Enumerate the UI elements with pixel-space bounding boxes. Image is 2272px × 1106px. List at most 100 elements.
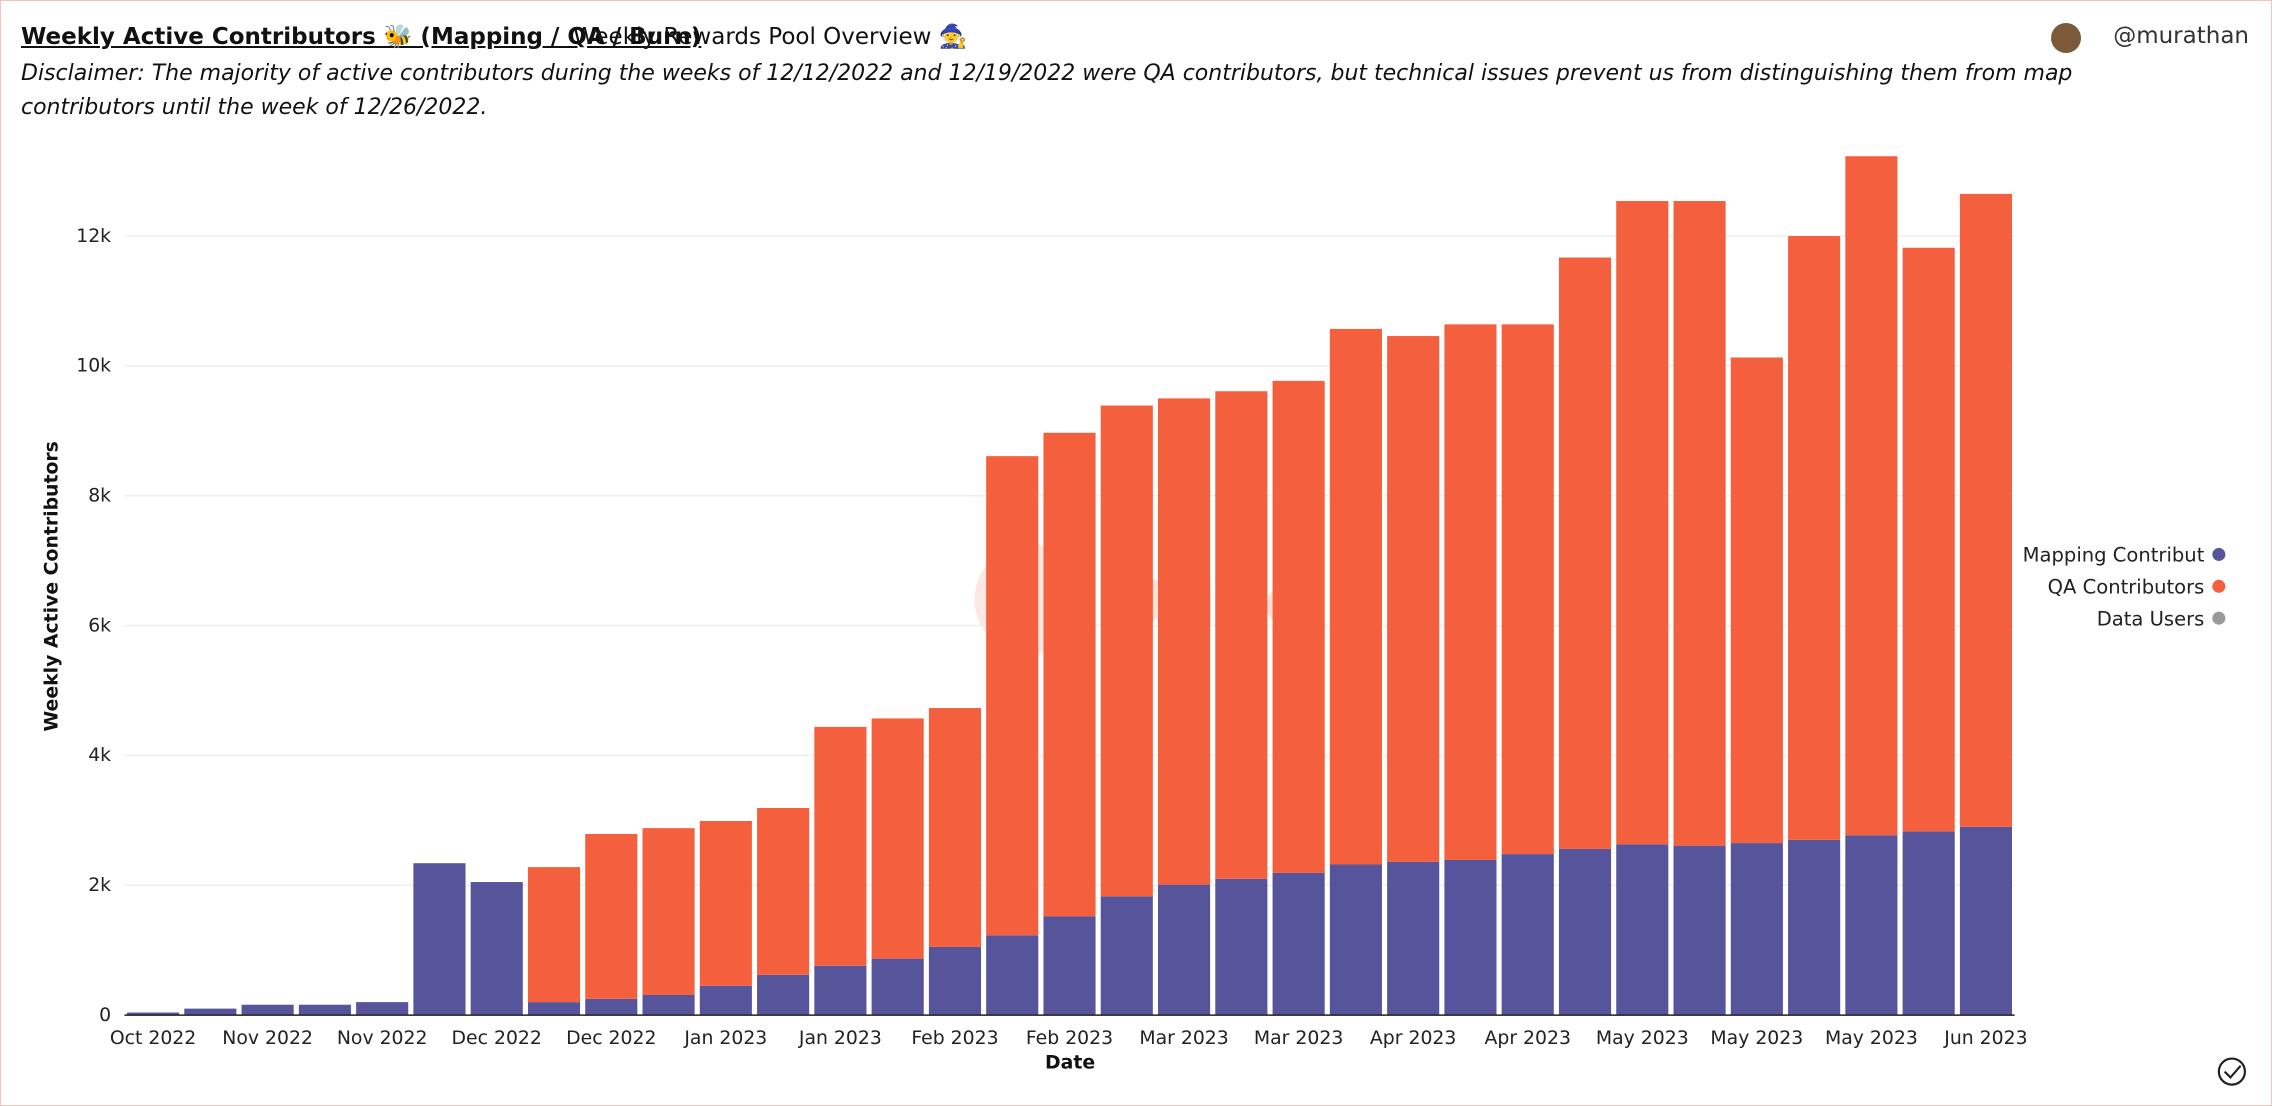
bar-segment: [1272, 380, 1325, 873]
x-tick-label: Feb 2023: [1026, 1028, 1113, 1049]
bar-segment: [1158, 398, 1211, 885]
bar-segment: [1616, 201, 1669, 845]
x-tick-label: May 2023: [1596, 1028, 1689, 1049]
x-tick-label: Mar 2023: [1139, 1028, 1228, 1049]
bar-segment: [642, 828, 695, 995]
x-tick-label: May 2023: [1710, 1028, 1803, 1049]
bar-segment: [1100, 405, 1153, 897]
y-tick-label: 2k: [88, 875, 111, 896]
x-tick-label: Oct 2022: [110, 1028, 196, 1049]
bar-segment: [986, 456, 1039, 936]
bar-segment: [642, 994, 695, 1016]
y-tick-label: 10k: [76, 356, 111, 377]
legend-label: Data Users: [2097, 607, 2205, 630]
y-tick-label: 12k: [76, 226, 111, 247]
bar-segment: [1616, 844, 1669, 1016]
x-tick-label: Nov 2022: [337, 1028, 428, 1049]
bar-segment: [1215, 878, 1268, 1016]
x-tick-label: Mar 2023: [1254, 1028, 1343, 1049]
y-tick-label: 8k: [88, 486, 111, 507]
bar-segment: [1329, 328, 1382, 865]
x-tick-label: Jun 2023: [1943, 1028, 2027, 1049]
bar-segment: [1158, 884, 1211, 1016]
bar-segment: [1043, 916, 1096, 1016]
bar-segment: [1215, 391, 1268, 879]
bar-segment: [699, 985, 752, 1016]
x-tick-label: Jan 2023: [683, 1028, 767, 1049]
bar-segment: [1788, 236, 1841, 840]
bar-segment: [585, 833, 638, 999]
bar-segment: [527, 867, 581, 1003]
bar-segment: [527, 1002, 581, 1016]
bar-segment: [1100, 896, 1153, 1016]
bar-segment: [986, 935, 1039, 1016]
bar-segment: [1902, 247, 1955, 832]
legend-dot: [2212, 611, 2226, 625]
bar-segment: [1444, 859, 1497, 1016]
dashboard-title[interactable]: Weekly Active Contributors 🐝 (Mapping / …: [21, 24, 702, 50]
bar-segment: [1043, 432, 1096, 917]
bar-segment: [241, 1004, 294, 1016]
bar-segment: [1845, 835, 1898, 1016]
bar-segment: [1845, 156, 1898, 836]
bar-segment: [127, 1012, 180, 1016]
bar-segment: [1673, 201, 1726, 846]
bar-segment: [1730, 357, 1783, 844]
bar-segment: [1558, 257, 1612, 849]
x-tick-label: Nov 2022: [222, 1028, 313, 1049]
x-tick-label: Apr 2023: [1370, 1028, 1456, 1049]
x-tick-label: Dec 2022: [452, 1028, 542, 1049]
bar-segment: [871, 958, 924, 1016]
bar-segment: [1501, 324, 1554, 855]
y-tick-label: 0: [99, 1005, 111, 1026]
legend-dot: [2212, 579, 2226, 593]
bar-segment: [1959, 826, 2013, 1016]
bar-segment: [413, 863, 466, 1016]
bar-segment: [1558, 848, 1612, 1016]
y-tick-label: 4k: [88, 745, 111, 766]
x-tick-label: Jan 2023: [798, 1028, 882, 1049]
bar-segment: [1501, 854, 1554, 1016]
bar-segment: [928, 946, 982, 1016]
bar-segment: [871, 718, 924, 959]
bar-segment: [1730, 843, 1783, 1016]
bar-segment: [814, 965, 867, 1016]
check-icon[interactable]: [2217, 1057, 2247, 1086]
bar-segment: [1387, 861, 1440, 1016]
x-tick-label: May 2023: [1825, 1028, 1918, 1049]
avatar[interactable]: [2051, 23, 2081, 53]
bar-segment: [1673, 845, 1726, 1016]
bar-segment: [298, 1004, 351, 1016]
check-mark: [2223, 1065, 2242, 1079]
bar-segment: [1902, 831, 1955, 1016]
disclaimer: Disclaimer: The majority of active contr…: [21, 61, 2073, 120]
bar-segment: [1387, 336, 1440, 862]
bar-segment: [356, 1002, 409, 1016]
bar-segment: [1959, 193, 2013, 827]
bar-segment: [1329, 864, 1382, 1016]
bar-segment: [1788, 839, 1841, 1016]
legend-dot: [2212, 547, 2226, 561]
x-tick-label: Dec 2022: [566, 1028, 656, 1049]
y-axis-label: Weekly Active Contributors: [41, 441, 62, 731]
bar-segment: [1444, 324, 1497, 860]
bar-segment: [699, 821, 752, 986]
bar-segment: [757, 974, 810, 1016]
bar-segment: [928, 708, 982, 947]
bar-segment: [1272, 872, 1325, 1016]
tab-link[interactable]: Weekly Rewards Pool Overview 🧙: [573, 24, 968, 50]
x-axis-label: Date: [1045, 1053, 1095, 1074]
bar-segment: [470, 882, 523, 1016]
y-tick-label: 6k: [88, 615, 111, 636]
bar-segment: [585, 998, 638, 1016]
x-tick-label: Feb 2023: [911, 1028, 998, 1049]
user-link[interactable]: @murathan: [2113, 23, 2249, 49]
x-tick-label: Apr 2023: [1484, 1028, 1570, 1049]
legend-label: QA Contributors: [2048, 576, 2205, 599]
bar-segment: [757, 808, 810, 975]
bar-segment: [814, 726, 867, 966]
bar-segment: [184, 1008, 237, 1016]
legend-label: Mapping Contribut: [2023, 544, 2205, 567]
